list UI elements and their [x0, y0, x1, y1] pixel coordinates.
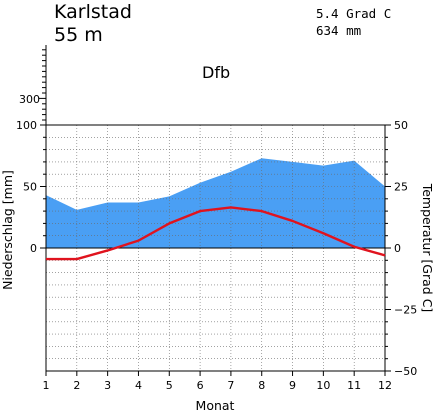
- x-tick-label: 6: [197, 379, 204, 392]
- precip-tick-label: 50: [23, 181, 37, 194]
- temp-tick-label: 25: [394, 181, 408, 194]
- precipitation-area: [46, 158, 385, 248]
- climate-class: Dfb: [202, 63, 230, 82]
- precipitation-area-layer: [46, 158, 385, 248]
- mean-temperature: 5.4 Grad C: [316, 6, 391, 21]
- temp-tick-label: −50: [394, 365, 417, 378]
- station-name: Karlstad: [54, 1, 132, 23]
- precip-tick-label: 0: [30, 242, 37, 255]
- x-tick-label: 3: [104, 379, 111, 392]
- x-tick-label: 2: [73, 379, 80, 392]
- gridlines: [46, 125, 385, 371]
- x-tick-label: 4: [135, 379, 142, 392]
- x-axis-title: Monat: [196, 398, 235, 413]
- x-tick-label: 7: [227, 379, 234, 392]
- temp-tick-label: 0: [394, 242, 401, 255]
- x-tick-label: 10: [316, 379, 330, 392]
- x-tick-label: 5: [166, 379, 173, 392]
- temp-tick-label: −25: [394, 304, 417, 317]
- x-tick-label: 12: [378, 379, 392, 392]
- temperature-line: [46, 206, 386, 261]
- precip-tick-label: 100: [16, 119, 37, 132]
- precip-upper-tick-label: 300: [19, 93, 40, 106]
- temp-tick-label: 50: [394, 119, 408, 132]
- y-axis-title-right: Temperatur [Grad C]: [420, 183, 435, 313]
- y-axis-title-left: Niederschlag [mm]: [0, 170, 15, 290]
- temperature-line-layer: [46, 206, 386, 261]
- station-elevation: 55 m: [54, 24, 103, 46]
- x-tick-label: 8: [258, 379, 265, 392]
- x-tick-label: 1: [43, 379, 50, 392]
- x-tick-label: 9: [289, 379, 296, 392]
- annual-precipitation: 634 mm: [316, 23, 361, 38]
- x-tick-label: 11: [347, 379, 361, 392]
